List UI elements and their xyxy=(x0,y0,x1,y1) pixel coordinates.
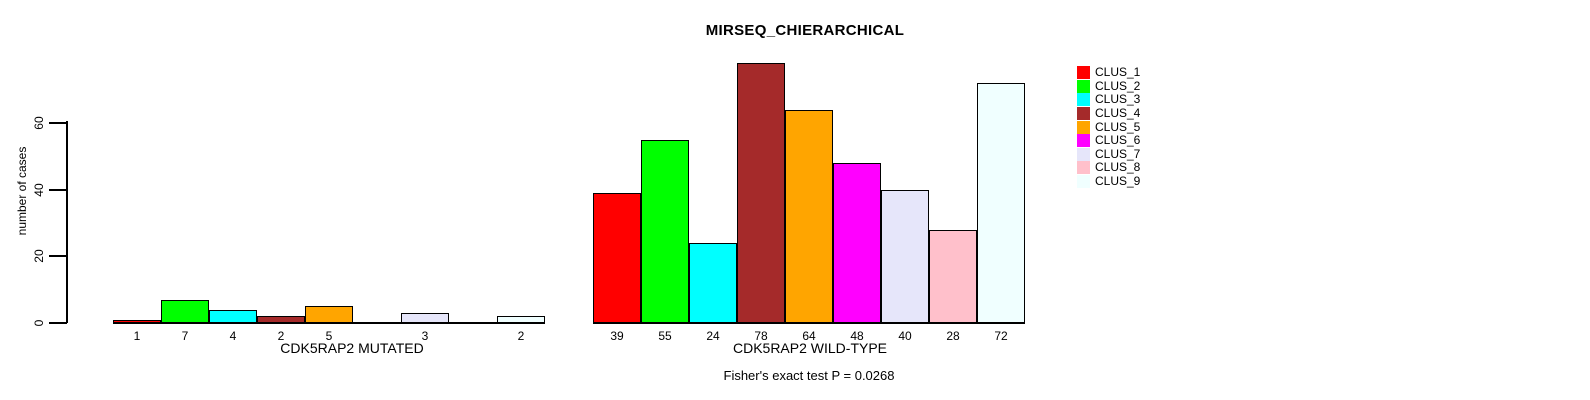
bar-clus_7-mutated xyxy=(401,313,449,323)
bar-clus_7-wildtype xyxy=(881,190,929,323)
bar-value-clus_7-mutated: 3 xyxy=(421,329,429,343)
bar-value-clus_6-wildtype: 48 xyxy=(850,329,864,343)
bar-value-clus_1-wildtype: 39 xyxy=(610,329,624,343)
y-axis-title: number of cases xyxy=(15,146,29,236)
legend-label-clus_9: CLUS_9 xyxy=(1095,174,1141,189)
legend-item-clus_4: CLUS_4 xyxy=(1077,107,1140,121)
legend-item-clus_2: CLUS_2 xyxy=(1077,78,1141,94)
bar-clus_4-mutated xyxy=(257,316,305,323)
legend-label-clus_4: CLUS_4 xyxy=(1095,106,1141,121)
legend-label-clus_1: CLUS_1 xyxy=(1095,65,1141,80)
bar-value-clus_1-mutated: 1 xyxy=(133,329,141,343)
bar-clus_1-mutated xyxy=(113,320,161,323)
legend-item-clus_7: CLUS_7 xyxy=(1077,146,1141,162)
bar-clus_2-wildtype xyxy=(641,140,689,323)
x-label-mutated: CDK5RAP2 MUTATED xyxy=(280,340,424,356)
bar-value-clus_4-mutated: 2 xyxy=(277,329,285,343)
bar-value-clus_8-wildtype: 28 xyxy=(946,329,960,343)
legend-swatch-clus_6 xyxy=(1077,134,1090,148)
x-label-wildtype: CDK5RAP2 WILD-TYPE xyxy=(732,340,888,356)
legend-swatch-clus_4 xyxy=(1077,107,1090,121)
legend-label-clus_5: CLUS_5 xyxy=(1095,119,1141,134)
bar-clus_3-wildtype xyxy=(689,243,737,323)
chart-title: MIRSEQ_CHIERARCHICAL xyxy=(705,22,905,39)
legend-item-clus_8: CLUS_8 xyxy=(1077,161,1140,175)
bar-clus_3-mutated xyxy=(209,310,257,323)
bar-value-clus_2-mutated: 7 xyxy=(181,329,189,343)
legend: CLUS_1 CLUS_2 CLUS_3 CLUS_4 CLUS_5 CLUS_6 CLUS… xyxy=(1077,66,1141,189)
bar-value-clus_5-mutated: 5 xyxy=(325,329,333,343)
y-tick-label-0: 0 xyxy=(32,319,46,327)
y-tick-label-60: 60 xyxy=(32,116,46,130)
legend-swatch-clus_2 xyxy=(1077,79,1090,93)
y-tick-60 xyxy=(49,122,67,124)
bar-value-clus_2-wildtype: 55 xyxy=(658,329,672,343)
bar-value-clus_3-wildtype: 24 xyxy=(706,329,720,343)
fisher-test-annotation: Fisher's exact test P = 0.0268 xyxy=(723,368,895,383)
y-tick-label-40: 40 xyxy=(32,183,46,197)
y-tick-20 xyxy=(49,255,67,257)
bar-clus_5-mutated xyxy=(305,306,353,323)
y-axis-line xyxy=(66,121,68,323)
legend-label-clus_7: CLUS_7 xyxy=(1095,146,1141,161)
bar-clus_9-wildtype xyxy=(977,83,1025,323)
legend-label-clus_6: CLUS_6 xyxy=(1095,133,1141,148)
legend-label-clus_2: CLUS_2 xyxy=(1095,78,1141,93)
bar-value-clus_9-mutated: 2 xyxy=(517,329,525,343)
legend-item-clus_9: CLUS_9 xyxy=(1077,175,1140,189)
bar-value-clus_5-wildtype: 64 xyxy=(802,329,816,343)
bar-value-clus_4-wildtype: 78 xyxy=(754,329,768,343)
bar-value-clus_7-wildtype: 40 xyxy=(898,329,912,343)
bar-clus_6-wildtype xyxy=(833,163,881,323)
y-tick-0 xyxy=(49,322,67,324)
legend-item-clus_3: CLUS_3 xyxy=(1077,93,1140,107)
bar-clus_2-mutated xyxy=(161,300,209,323)
legend-item-clus_1: CLUS_1 xyxy=(1077,66,1140,80)
legend-label-clus_8: CLUS_8 xyxy=(1095,160,1141,175)
bar-value-clus_9-wildtype: 72 xyxy=(994,329,1008,343)
legend-label-clus_3: CLUS_3 xyxy=(1095,92,1141,107)
y-tick-label-20: 20 xyxy=(32,249,46,263)
legend-swatch-clus_5 xyxy=(1077,120,1090,134)
legend-item-clus_6: CLUS_6 xyxy=(1077,134,1140,148)
legend-swatch-clus_1 xyxy=(1077,66,1090,80)
y-tick-40 xyxy=(49,189,67,191)
bar-value-clus_3-mutated: 4 xyxy=(229,329,237,343)
bar-clus_1-wildtype xyxy=(593,193,641,323)
legend-swatch-clus_7 xyxy=(1077,147,1090,161)
legend-swatch-clus_9 xyxy=(1077,175,1090,189)
legend-swatch-clus_3 xyxy=(1077,93,1090,107)
bar-clus_9-mutated xyxy=(497,316,545,323)
bar-clus_5-wildtype xyxy=(785,110,833,323)
baseline-wildtype-group xyxy=(593,322,1025,324)
bar-clus_4-wildtype xyxy=(737,63,785,323)
bar-clus_8-wildtype xyxy=(929,230,977,323)
legend-swatch-clus_8 xyxy=(1077,161,1090,175)
baseline-mutated-group xyxy=(113,322,545,324)
legend-item-clus_5: CLUS_5 xyxy=(1077,120,1140,134)
